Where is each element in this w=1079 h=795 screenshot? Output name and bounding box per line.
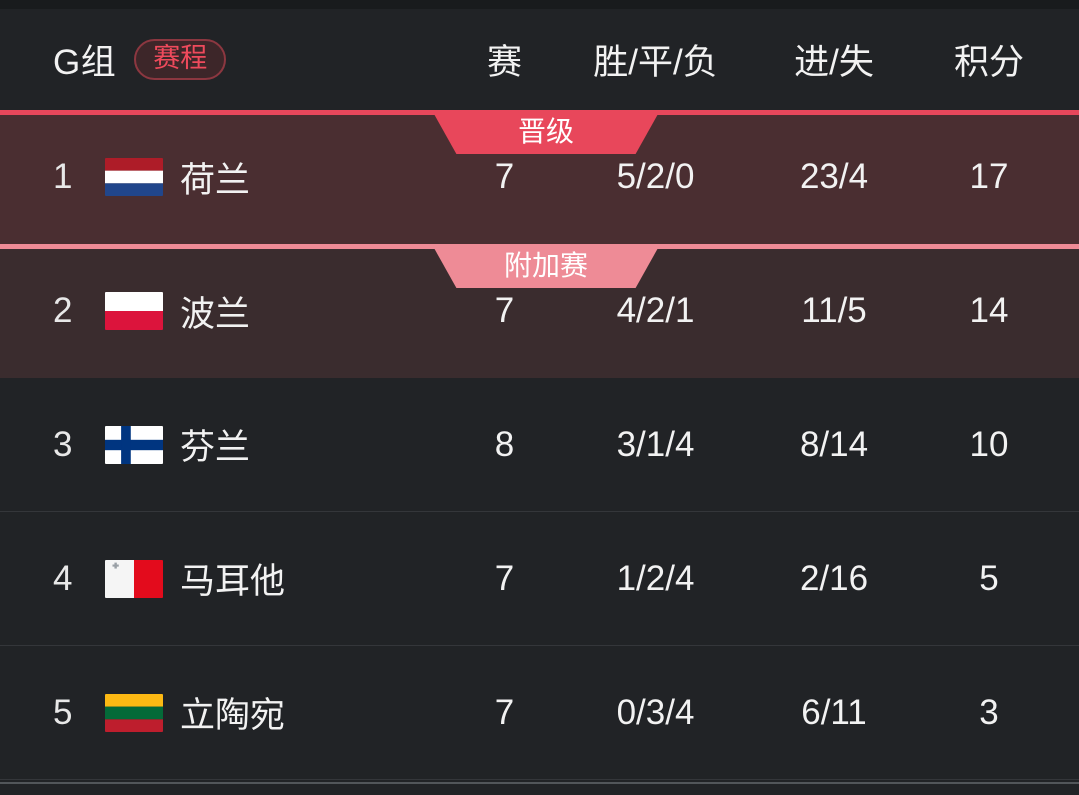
cell-goals: 11/5 bbox=[801, 291, 867, 330]
cell-wdl: 3/1/4 bbox=[616, 424, 695, 464]
row-team-name: 芬兰 bbox=[180, 428, 251, 467]
table-row[interactable]: 附加赛 2 波兰 7 4/2/1 11/5 14 bbox=[0, 244, 1079, 378]
table-row[interactable]: 3 芬兰 8 3/1/4 8/14 10 bbox=[0, 378, 1079, 512]
malta-flag bbox=[105, 559, 163, 598]
cell-played: 7 bbox=[494, 558, 515, 598]
status-badge: 晋级 bbox=[434, 114, 658, 154]
column-header-goals: 进/失 bbox=[794, 43, 874, 82]
standings-header: G组 赛程 赛 胜/平/负 进/失 积分 bbox=[0, 9, 1079, 110]
cell-played: 7 bbox=[494, 157, 515, 196]
table-row[interactable]: 5 立陶宛 7 0/3/4 6/11 3 bbox=[0, 646, 1079, 780]
poland-flag bbox=[105, 292, 163, 330]
row-stats: 7 4/2/1 11/5 14 bbox=[452, 291, 1079, 331]
row-rank: 5 bbox=[53, 692, 73, 732]
row-team-area: 2 波兰 bbox=[0, 286, 452, 337]
cell-wdl: 1/2/4 bbox=[616, 558, 695, 598]
status-badge: 附加赛 bbox=[434, 248, 658, 288]
cell-goals: 8/14 bbox=[799, 424, 869, 464]
row-team-area: 5 立陶宛 bbox=[0, 687, 452, 738]
cell-played: 7 bbox=[494, 291, 515, 330]
row-team-name: 波兰 bbox=[180, 294, 251, 334]
cell-points: 14 bbox=[969, 291, 1009, 330]
cell-played: 8 bbox=[494, 424, 515, 464]
row-team-name: 立陶宛 bbox=[180, 696, 286, 735]
column-header-wdl: 胜/平/负 bbox=[593, 43, 718, 82]
cell-goals: 2/16 bbox=[799, 558, 869, 598]
row-top-rule bbox=[0, 110, 1079, 115]
row-stats: 7 0/3/4 6/11 3 bbox=[452, 693, 1079, 733]
lithuania-flag bbox=[105, 693, 163, 732]
row-team-area: 1 荷兰 bbox=[0, 152, 452, 203]
row-stats: 7 1/2/4 2/16 5 bbox=[452, 559, 1079, 599]
cell-points: 10 bbox=[969, 424, 1009, 464]
cell-wdl: 0/3/4 bbox=[616, 692, 695, 732]
row-rank: 4 bbox=[53, 558, 73, 598]
row-team-area: 3 芬兰 bbox=[0, 419, 452, 470]
row-rank: 1 bbox=[53, 157, 73, 196]
cell-points: 17 bbox=[969, 157, 1009, 196]
row-rank: 2 bbox=[53, 291, 73, 330]
header-columns: 赛 胜/平/负 进/失 积分 bbox=[452, 34, 1079, 85]
row-team-area: 4 马耳他 bbox=[0, 553, 452, 604]
cell-points: 3 bbox=[979, 692, 999, 732]
schedule-button[interactable]: 赛程 bbox=[134, 39, 227, 80]
netherlands-flag bbox=[105, 158, 163, 196]
row-stats: 8 3/1/4 8/14 10 bbox=[452, 425, 1079, 465]
top-status-strip bbox=[0, 0, 1079, 9]
column-header-played: 赛 bbox=[486, 43, 522, 82]
table-row[interactable]: 4 马耳他 7 1/2/4 2/16 5 bbox=[0, 512, 1079, 646]
standings-table: 晋级 1 荷兰 7 5/2/0 23/4 17 附加赛 2 bbox=[0, 110, 1079, 780]
bottom-separator bbox=[0, 782, 1079, 784]
row-team-name: 荷兰 bbox=[180, 160, 251, 200]
cell-goals: 23/4 bbox=[799, 157, 869, 196]
group-title: G组 bbox=[53, 43, 117, 82]
column-header-points: 积分 bbox=[953, 43, 1024, 82]
row-rank: 3 bbox=[53, 424, 73, 464]
table-row[interactable]: 晋级 1 荷兰 7 5/2/0 23/4 17 bbox=[0, 110, 1079, 244]
cell-points: 5 bbox=[979, 558, 999, 598]
finland-flag bbox=[105, 425, 163, 464]
row-top-rule bbox=[0, 244, 1079, 249]
header-group-area: G组 赛程 bbox=[0, 34, 452, 85]
cell-wdl: 4/2/1 bbox=[616, 291, 695, 330]
cell-wdl: 5/2/0 bbox=[616, 157, 695, 196]
row-team-name: 马耳他 bbox=[180, 562, 286, 601]
cell-played: 7 bbox=[494, 692, 515, 732]
cell-goals: 6/11 bbox=[801, 692, 867, 732]
row-stats: 7 5/2/0 23/4 17 bbox=[452, 157, 1079, 197]
